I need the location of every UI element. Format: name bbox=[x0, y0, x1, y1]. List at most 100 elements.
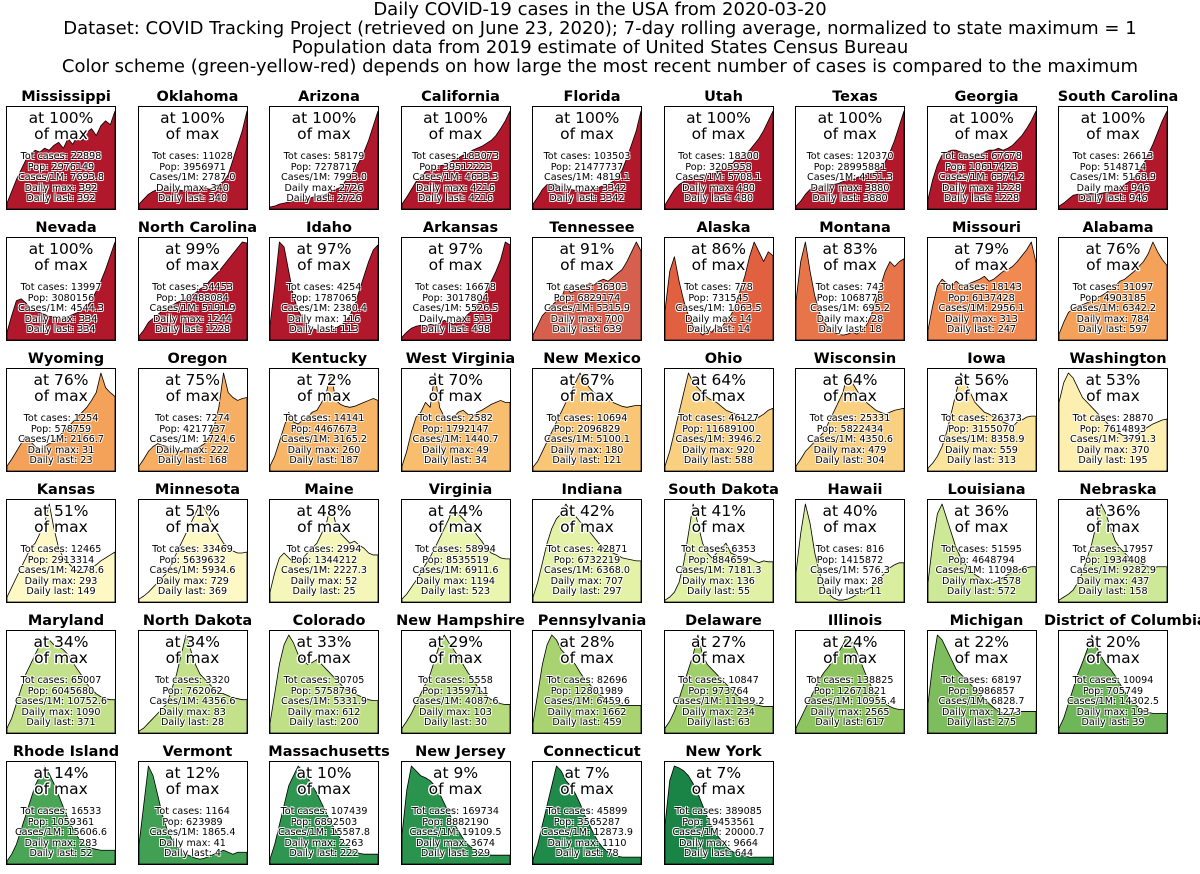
plot-area: at 34% of max Tot cases: 65007 Pop: 6045680… bbox=[6, 630, 116, 734]
stats-block: Tot cases: 30705 Pop: 5758736 Cases/1M: 53… bbox=[270, 675, 378, 729]
daily-last: Daily last: 313 bbox=[946, 455, 1017, 467]
pct-of-max-label: of max bbox=[691, 387, 746, 405]
area-chart bbox=[664, 110, 773, 209]
state-panel-wisconsin: Wisconsin at 64% of max Tot cases: 25331 Pop… bbox=[789, 350, 921, 481]
cases-area-series bbox=[1059, 503, 1167, 602]
cases-area-series bbox=[796, 241, 904, 340]
area-chart bbox=[138, 110, 247, 209]
pct-of-max: at 12% bbox=[165, 764, 220, 782]
cases-per-million: Cases/1M: 5526.5 bbox=[412, 303, 499, 315]
daily-last: Daily last: 34 bbox=[423, 455, 488, 467]
pct-of-max-label: of max bbox=[297, 518, 351, 536]
population: Pop: 8882190 bbox=[422, 816, 489, 828]
daily-last: Daily last: 195 bbox=[1078, 455, 1148, 467]
plot-area: at 91% of max Tot cases: 36303 Pop: 6829174… bbox=[532, 237, 642, 341]
total-cases: Tot cases: 45899 bbox=[546, 806, 628, 817]
daily-max: Daily max: 1273 bbox=[942, 706, 1021, 718]
total-cases: Tot cases: 389085 bbox=[675, 806, 762, 817]
cases-area-series bbox=[927, 110, 1036, 209]
daily-max: Daily max: 1578 bbox=[942, 575, 1021, 587]
total-cases: Tot cases: 2994 bbox=[286, 544, 362, 555]
population: Pop: 1068778 bbox=[816, 292, 884, 304]
area-chart bbox=[664, 634, 773, 733]
stats-block: Tot cases: 16678 Pop: 3017804 Cases/1M: 55… bbox=[402, 282, 510, 336]
population: Pop: 1059361 bbox=[27, 816, 95, 828]
stats-block: Tot cases: 10847 Pop: 973764 Cases/1M: 111… bbox=[665, 675, 773, 729]
cases-area-series bbox=[796, 372, 904, 471]
total-cases: Tot cases: 17957 bbox=[1072, 544, 1154, 555]
area-chart bbox=[138, 372, 247, 471]
cases-per-million: Cases/1M: 10955.4 bbox=[803, 696, 897, 708]
daily-last: Daily last: 25 bbox=[292, 586, 356, 598]
pct-of-max-label: of max bbox=[34, 125, 88, 143]
pct-of-max-label: of max bbox=[560, 387, 614, 405]
total-cases: Tot cases: 51595 bbox=[941, 544, 1022, 555]
stats-block: Tot cases: 103503 Pop: 21477737 Cases/1M: … bbox=[533, 151, 641, 205]
state-panel-ohio: Ohio at 64% of max Tot cases: 46127 Pop: 116… bbox=[658, 350, 790, 481]
cases-per-million: Cases/1M: 7181.3 bbox=[675, 565, 762, 577]
state-name: Missouri bbox=[951, 220, 1022, 236]
pct-of-max: at 41% bbox=[691, 502, 746, 520]
pct-of-max-label: of max bbox=[297, 256, 351, 274]
plot-area: at 99% of max Tot cases: 54453 Pop: 1048808… bbox=[137, 237, 248, 341]
cases-per-million: Cases/1M: 5315.9 bbox=[544, 303, 630, 315]
daily-max: Daily max: 193 bbox=[1076, 706, 1150, 718]
plot-area: at 10% of max Tot cases: 107439 Pop: 689250… bbox=[269, 761, 379, 865]
cases-area-series bbox=[270, 241, 378, 340]
state-name: California bbox=[421, 89, 500, 105]
area-chart bbox=[7, 372, 115, 471]
plot-area: at 7% of max Tot cases: 45899 Pop: 3565287 C… bbox=[532, 761, 642, 865]
plot-area: at 48% of max Tot cases: 2994 Pop: 1344212 C… bbox=[269, 499, 379, 603]
state-panel-new-york: New York at 7% of max Tot cases: 389085 Pop:… bbox=[658, 743, 790, 874]
pct-of-max: at 44% bbox=[428, 502, 483, 520]
plot-area: at 67% of max Tot cases: 10694 Pop: 2096829… bbox=[532, 368, 642, 472]
stats-block: Tot cases: 33469 Pop: 5639632 Cases/1M: 59… bbox=[139, 544, 247, 598]
state-name: Kentucky bbox=[290, 351, 368, 367]
area-chart bbox=[927, 110, 1036, 209]
population: Pop: 6045680 bbox=[27, 685, 95, 697]
pct-of-max: at 20% bbox=[1085, 633, 1141, 651]
pct-of-max: at 53% bbox=[1085, 371, 1141, 389]
cases-per-million: Cases/1M: 15587.8 bbox=[277, 827, 371, 839]
area-chart bbox=[1059, 372, 1167, 471]
area-chart bbox=[7, 634, 115, 733]
population: Pop: 2096829 bbox=[553, 423, 621, 435]
daily-last: Daily last: 63 bbox=[686, 717, 751, 729]
daily-max: Daily max: 1662 bbox=[547, 706, 627, 718]
daily-last: Daily last: 222 bbox=[289, 848, 359, 860]
population: Pop: 705749 bbox=[1082, 685, 1144, 697]
pct-of-max: at 100% bbox=[949, 109, 1014, 127]
state-panel-oregon: Oregon at 75% of max Tot cases: 7274 Pop: 42… bbox=[132, 350, 264, 481]
pct-of-max-label: of max bbox=[165, 518, 220, 536]
population: Pop: 623989 bbox=[162, 816, 223, 828]
daily-max: Daily max: 612 bbox=[287, 706, 361, 718]
pct-of-max: at 24% bbox=[822, 633, 878, 651]
pct-of-max: at 36% bbox=[954, 502, 1009, 520]
cases-per-million: Cases/1M: 5100.1 bbox=[544, 434, 630, 446]
area-chart bbox=[664, 503, 773, 602]
daily-last: Daily last: 369 bbox=[157, 586, 228, 598]
population: Pop: 6829174 bbox=[553, 292, 621, 304]
total-cases: Tot cases: 6353 bbox=[681, 544, 756, 555]
area-chart bbox=[138, 241, 247, 340]
daily-last: Daily last: 588 bbox=[683, 455, 754, 467]
population: Pop: 5148714 bbox=[1079, 161, 1147, 173]
cases-per-million: Cases/1M: 1440.7 bbox=[412, 434, 499, 446]
stats-block: Tot cases: 25331 Pop: 5822434 Cases/1M: 43… bbox=[796, 413, 904, 467]
area-chart bbox=[796, 372, 904, 471]
stats-block: Tot cases: 36303 Pop: 6829174 Cases/1M: 53… bbox=[533, 282, 641, 336]
area-chart bbox=[401, 241, 510, 340]
daily-max: Daily max: 222 bbox=[156, 444, 229, 456]
total-cases: Tot cases: 25331 bbox=[809, 413, 891, 424]
total-cases: Tot cases: 82696 bbox=[546, 675, 628, 686]
pct-of-max: at 100% bbox=[423, 109, 488, 127]
population: Pop: 9986857 bbox=[948, 685, 1015, 697]
cases-area-series bbox=[7, 634, 115, 733]
cases-per-million: Cases/1M: 3791.3 bbox=[1070, 434, 1156, 446]
pct-of-max-label: of max bbox=[560, 649, 614, 667]
daily-last: Daily last: 1228 bbox=[154, 324, 231, 336]
plot-area: at 64% of max Tot cases: 46127 Pop: 1168910… bbox=[663, 368, 774, 472]
area-chart bbox=[1059, 110, 1167, 209]
state-panel-florida: Florida at 100% of max Tot cases: 103503 Pop… bbox=[526, 88, 658, 219]
daily-last: Daily last: 459 bbox=[552, 717, 622, 729]
